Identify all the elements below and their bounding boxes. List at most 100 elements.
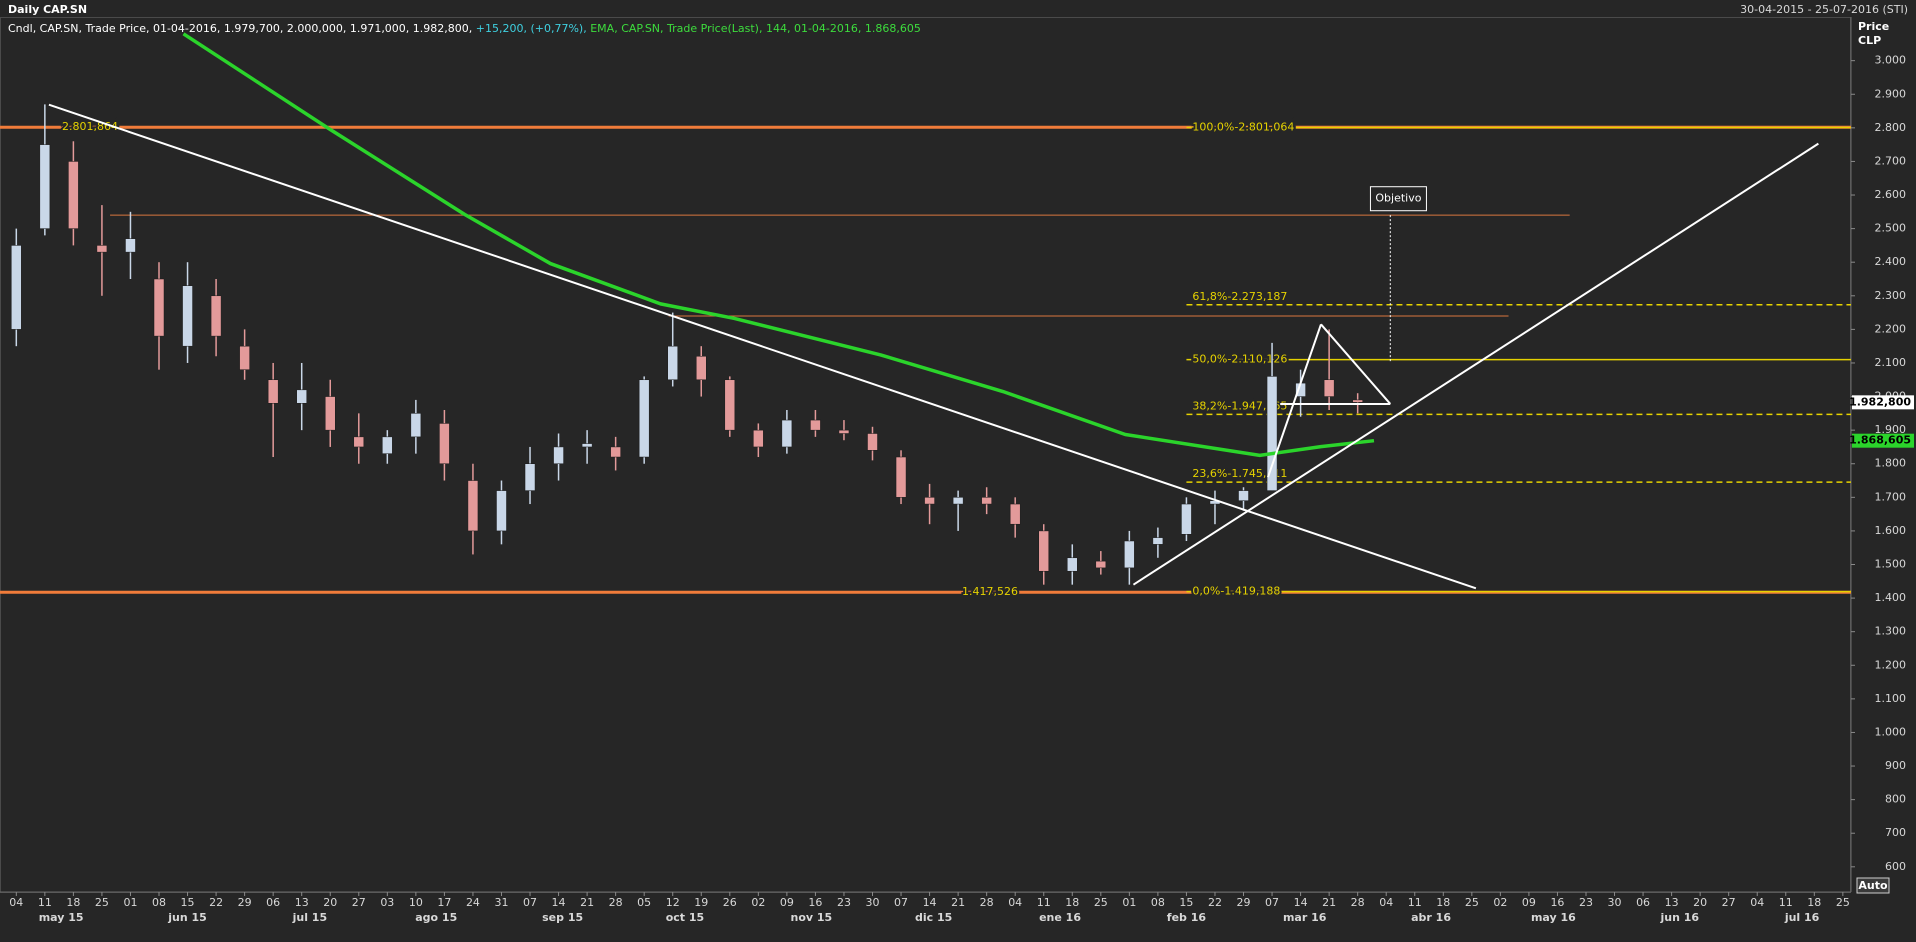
x-tick-label: 21 <box>580 896 594 909</box>
level-label: 1.417,526 <box>962 585 1018 598</box>
candle-body <box>1152 537 1164 545</box>
candle-body <box>781 419 793 448</box>
fib-label: 23,6%-1.745,311 <box>1192 467 1287 480</box>
x-tick-label: 11 <box>1779 896 1793 909</box>
y-tick-label: 1.300 <box>1875 625 1907 638</box>
y-tick-label: 1.400 <box>1875 591 1907 604</box>
y-tick-label: 2.500 <box>1875 222 1907 235</box>
x-tick-label: 29 <box>1237 896 1251 909</box>
x-tick-label: 01 <box>1122 896 1136 909</box>
month-label: may 15 <box>39 911 84 924</box>
x-tick-label: 23 <box>837 896 851 909</box>
x-tick-label: 25 <box>1094 896 1108 909</box>
x-tick-label: 25 <box>1465 896 1479 909</box>
candle-body <box>1352 399 1363 403</box>
candle-body <box>182 285 193 347</box>
month-label: ago 15 <box>415 911 457 924</box>
candle-body <box>610 446 621 458</box>
fib-label: 100,0%-2.801,064 <box>1192 120 1294 133</box>
y-tick-label: 1.000 <box>1875 725 1907 738</box>
legend-entry: +15,200, (+0,77%), <box>476 22 587 35</box>
candle-body <box>524 463 536 491</box>
candle-body <box>810 419 821 431</box>
x-tick-label: 26 <box>723 896 737 909</box>
candle-body <box>753 429 764 448</box>
candle-body <box>981 497 992 505</box>
x-tick-label: 13 <box>1665 896 1679 909</box>
x-tick-label: 21 <box>951 896 965 909</box>
month-label: jul 15 <box>292 911 328 924</box>
legend: Cndl, CAP.SN, Trade Price, 01-04-2016, 1… <box>8 22 921 35</box>
x-tick-label: 02 <box>1493 896 1507 909</box>
y-tick-label: 2.800 <box>1875 121 1907 134</box>
trend-line <box>1132 142 1819 586</box>
x-tick-label: 04 <box>1379 896 1393 909</box>
candle-body <box>696 356 707 381</box>
x-tick-label: 18 <box>66 896 80 909</box>
y-tick-label: 1.100 <box>1875 692 1907 705</box>
x-tick-label: 05 <box>637 896 651 909</box>
candle-body <box>1095 560 1107 569</box>
x-tick-label: 03 <box>380 896 394 909</box>
x-tick-label: 28 <box>1351 896 1365 909</box>
y-tick-label: 1.200 <box>1875 658 1907 671</box>
y-tick-label: 2.200 <box>1875 322 1907 335</box>
x-tick-label: 12 <box>666 896 680 909</box>
candle-body <box>496 490 507 532</box>
auto-button-label[interactable]: Auto <box>1858 879 1888 892</box>
candle-body <box>1038 530 1049 572</box>
x-tick-label: 24 <box>466 896 480 909</box>
x-tick-label: 04 <box>1750 896 1764 909</box>
y-tick-label: 1.800 <box>1875 457 1907 470</box>
x-tick-label: 04 <box>1008 896 1022 909</box>
candle-body <box>838 429 850 434</box>
x-tick-label: 23 <box>1579 896 1593 909</box>
x-tick-label: 01 <box>123 896 137 909</box>
candle-body <box>867 433 878 451</box>
y-tick-label: 2.300 <box>1875 289 1907 302</box>
y-tick-label: 2.900 <box>1875 87 1907 100</box>
candle-body <box>638 379 650 458</box>
candle-body <box>410 413 422 438</box>
candle-body <box>1266 376 1278 491</box>
candle-body <box>439 423 450 464</box>
candle-body <box>1067 557 1078 572</box>
x-tick-label: 08 <box>1151 896 1165 909</box>
x-tick-label: 14 <box>923 896 937 909</box>
candle-body <box>1009 503 1021 525</box>
fib-label: 61,8%-2.273,187 <box>1192 290 1287 303</box>
candle-body <box>1238 490 1249 501</box>
candle-body <box>125 238 136 253</box>
trend-line <box>48 103 1477 590</box>
candle-body <box>724 379 736 431</box>
month-label: abr 16 <box>1411 911 1451 924</box>
y-tick-label: 2.400 <box>1875 255 1907 268</box>
candle-body <box>581 443 593 448</box>
x-tick-label: 10 <box>409 896 423 909</box>
x-tick-label: 08 <box>152 896 166 909</box>
y-tick-label: 800 <box>1885 793 1906 806</box>
x-tick-label: 09 <box>780 896 794 909</box>
y-axis-title: CLP <box>1858 34 1881 47</box>
candle-body <box>1323 379 1335 397</box>
x-tick-label: 25 <box>1836 896 1850 909</box>
month-label: nov 15 <box>790 911 832 924</box>
fib-label: 50,0%-2.110,126 <box>1192 353 1287 366</box>
x-tick-label: 14 <box>552 896 566 909</box>
x-tick-label: 17 <box>437 896 451 909</box>
month-label: jun 16 <box>1659 911 1699 924</box>
y-tick-label: 700 <box>1885 826 1906 839</box>
candle-body <box>382 436 393 454</box>
x-tick-label: 02 <box>751 896 765 909</box>
x-tick-label: 31 <box>494 896 508 909</box>
candle-body <box>153 278 165 337</box>
x-tick-label: 15 <box>181 896 195 909</box>
auto-button[interactable] <box>1856 877 1890 894</box>
x-tick-label: 22 <box>209 896 223 909</box>
legend-entry: EMA, CAP.SN, Trade Price(Last), 144, 01-… <box>590 22 921 35</box>
candle-body <box>1181 503 1192 535</box>
chart-title: Daily CAP.SN <box>8 3 87 16</box>
